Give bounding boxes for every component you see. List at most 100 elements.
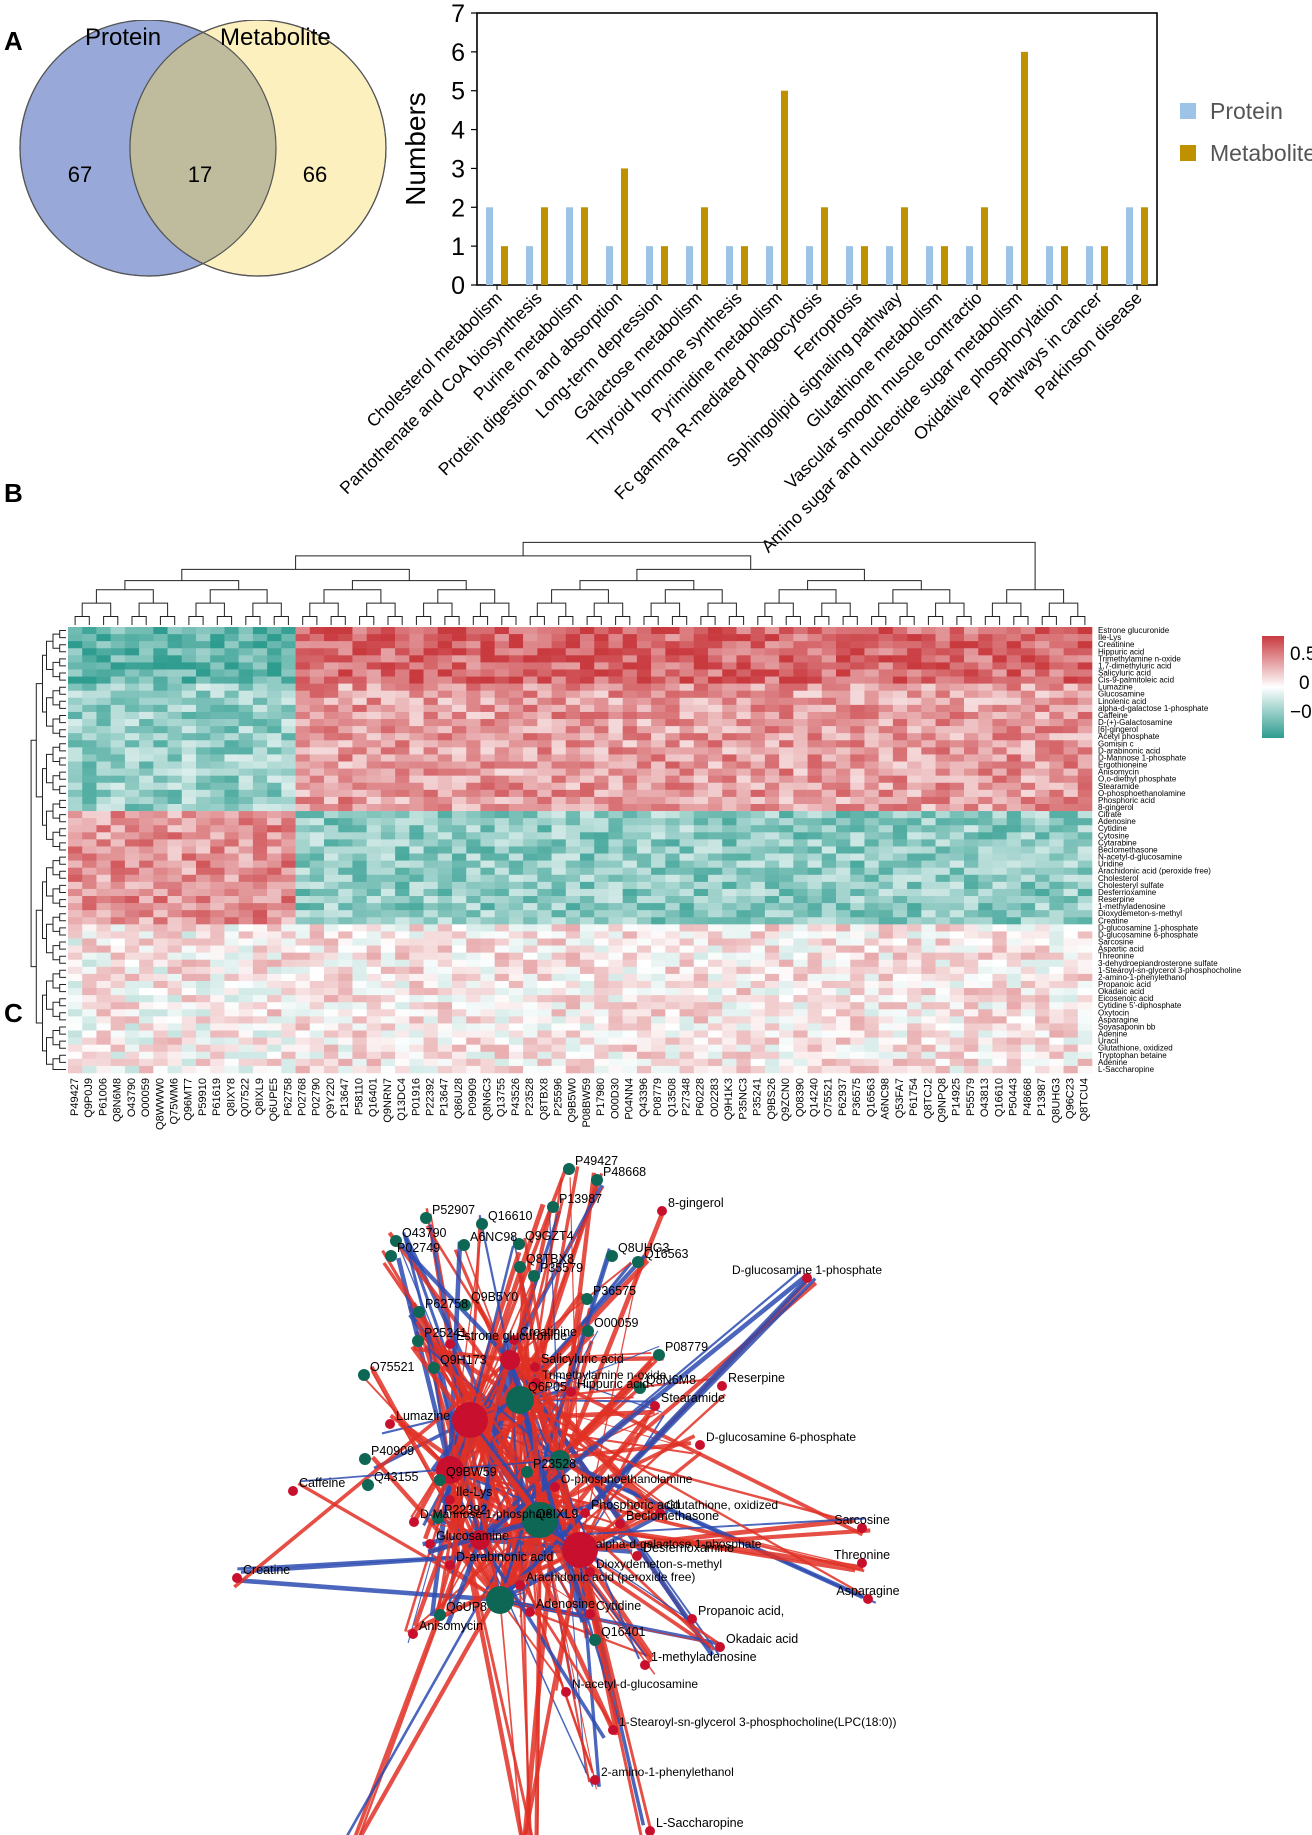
heatmap-row-label: Uridine [1098,860,1124,869]
heatmap-cell [864,959,879,968]
heatmap-cell [764,1037,780,1045]
dendrogram-branch [59,913,66,922]
heatmap-cell [96,896,111,904]
heatmap-cell [949,853,965,861]
heatmap-cell [622,747,638,755]
heatmap-cell [565,641,581,649]
heatmap-cell [921,1051,936,1060]
heatmap-cell [537,1023,552,1031]
heatmap-cell [82,860,97,868]
heatmap-cell [494,747,510,755]
heatmap-cell [295,867,311,876]
heatmap-cell [1077,669,1093,677]
heatmap-cell [452,803,467,812]
heatmap-cell [267,839,282,847]
heatmap-cell [850,733,865,741]
heatmap-cell [1063,1016,1079,1024]
heatmap-cell [850,980,865,989]
heatmap-cell [850,1030,865,1038]
heatmap-row-label: Adenosine [1098,817,1136,826]
heatmap-cell [252,1065,268,1074]
heatmap-cell [295,1016,311,1024]
heatmap-cell [1006,782,1022,791]
dendrogram-branch [59,1012,66,1021]
heatmap-cell [679,719,695,727]
heatmap-cell [964,973,979,982]
heatmap-cell [508,1051,524,1060]
heatmap-cell [309,1030,325,1038]
heatmap-cell [636,988,652,996]
heatmap-cell [622,924,638,932]
heatmap-cell [764,704,780,713]
heatmap-cell [821,796,837,805]
heatmap-cell [96,803,111,812]
heatmap-cell [181,662,197,670]
heatmap-cell [821,966,837,975]
heatmap-cell [964,796,979,805]
heatmap-cell [878,818,894,826]
heatmap-cell [793,782,808,791]
heatmap-cell [551,690,567,699]
heatmap-cell [1063,704,1079,713]
heatmap-cell [594,938,609,946]
heatmap-cell [907,888,922,897]
heatmap-cell [978,881,993,890]
heatmap-cell [651,683,666,692]
heatmap-cell [309,1023,325,1031]
heatmap-cell [708,896,723,904]
heatmap-cell [708,1044,723,1053]
heatmap-cell [352,924,367,932]
heatmap-cell [523,860,538,868]
heatmap-cell [580,966,595,975]
dendrogram-branch [871,616,887,625]
heatmap-cell [736,655,751,663]
heatmap-cell [864,938,879,946]
heatmap-cell [750,754,766,762]
heatmap-cell [736,676,751,684]
heatmap-cell [480,973,495,982]
heatmap-cell [878,726,894,734]
heatmap-cell [452,995,467,1003]
positive-edge [498,1468,538,1601]
heatmap-cell [423,839,439,847]
dendrogram-branch [46,697,53,727]
heatmap-cell [324,910,339,918]
heatmap-cell [523,1016,538,1024]
heatmap-cell [295,1065,311,1074]
heatmap-cell [665,988,680,996]
heatmap-cell [224,683,239,692]
heatmap-cell [679,754,695,762]
heatmap-cell [139,740,154,748]
heatmap-cell [1006,719,1022,727]
positive-edge [433,1359,512,1618]
heatmap-cell [736,938,751,946]
heatmap-cell [907,740,922,748]
heatmap-cell [1020,627,1036,635]
heatmap-cell [1077,796,1093,805]
heatmap-cell [708,874,723,883]
heatmap-cell [693,676,709,684]
heatmap-cell [124,789,140,798]
heatmap-cell [665,1065,680,1074]
heatmap-cell [622,995,638,1003]
heatmap-cell [964,627,979,635]
heatmap-cell [708,641,723,649]
heatmap-cell [224,733,239,741]
heatmap-cell [480,1051,495,1060]
heatmap-cell [992,627,1007,635]
heatmap-cell [679,931,695,939]
heatmap-cell [821,846,837,854]
heatmap-cell [693,980,709,989]
heatmap-cell [949,1058,965,1067]
heatmap-cell [850,853,865,861]
heatmap-cell [793,627,808,635]
heatmap-cell [366,966,382,975]
heatmap-cell [779,846,794,854]
heatmap-cell [210,683,225,692]
heatmap-cell [594,789,609,798]
heatmap-cell [437,938,453,946]
heatmap-cell [921,1065,936,1074]
heatmap-col-label: Q14240 [809,1078,821,1117]
heatmap-cell [167,881,183,890]
heatmap-cell [878,860,894,868]
